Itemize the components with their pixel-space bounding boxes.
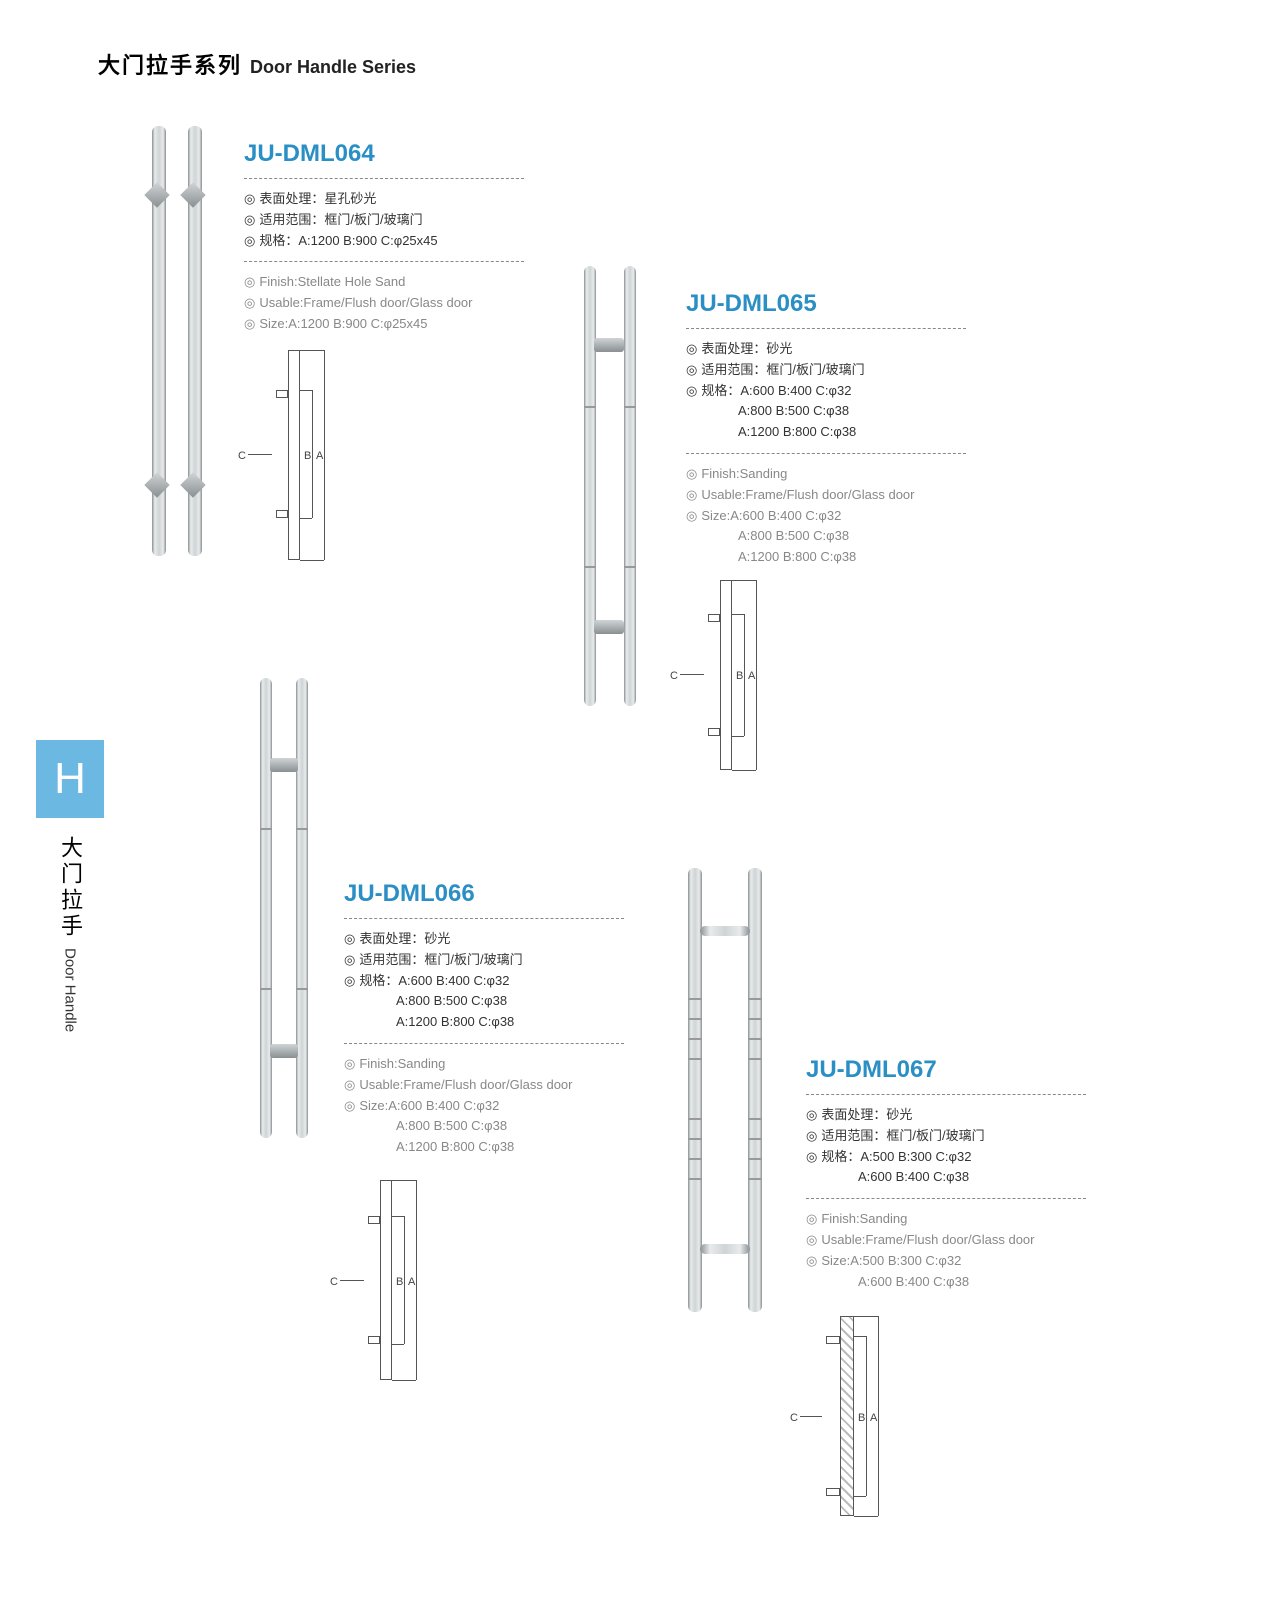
product-model: JU-DML064 [244, 140, 524, 168]
product-photo-065 [580, 266, 646, 706]
product-064: JU-DML064 ◎表面处理：星孔砂光 ◎适用范围：框门/板门/玻璃门 ◎规格… [244, 140, 524, 335]
product-diagram-064: C B A [238, 350, 358, 560]
side-tab-letter: H [36, 740, 104, 818]
header-en: Door Handle Series [250, 57, 416, 78]
product-photo-066 [256, 678, 316, 1138]
side-tab-en: Door Handle [62, 948, 79, 1032]
product-066: JU-DML066 ◎表面处理：砂光 ◎适用范围：框门/板门/玻璃门 ◎规格：A… [344, 880, 624, 1158]
product-diagram-066: C B A [330, 1180, 450, 1380]
side-tab-cn: 大门拉手 [54, 836, 86, 940]
product-photo-067 [684, 868, 770, 1312]
header-cn: 大门拉手系列 [98, 48, 242, 80]
side-tab: H 大门拉手 Door Handle [36, 740, 104, 1032]
product-model: JU-DML065 [686, 290, 966, 318]
product-diagram-067: C B A [790, 1316, 910, 1516]
product-model: JU-DML067 [806, 1056, 1086, 1084]
product-diagram-065: C B A [670, 580, 790, 770]
page-header: 大门拉手系列 Door Handle Series [98, 48, 416, 80]
divider [244, 178, 524, 179]
product-067: JU-DML067 ◎表面处理：砂光 ◎适用范围：框门/板门/玻璃门 ◎规格：A… [806, 1056, 1086, 1292]
side-tab-labels: 大门拉手 Door Handle [36, 836, 104, 1032]
product-model: JU-DML066 [344, 880, 624, 908]
product-photo-064 [148, 126, 216, 556]
product-065: JU-DML065 ◎表面处理：砂光 ◎适用范围：框门/板门/玻璃门 ◎规格：A… [686, 290, 966, 568]
